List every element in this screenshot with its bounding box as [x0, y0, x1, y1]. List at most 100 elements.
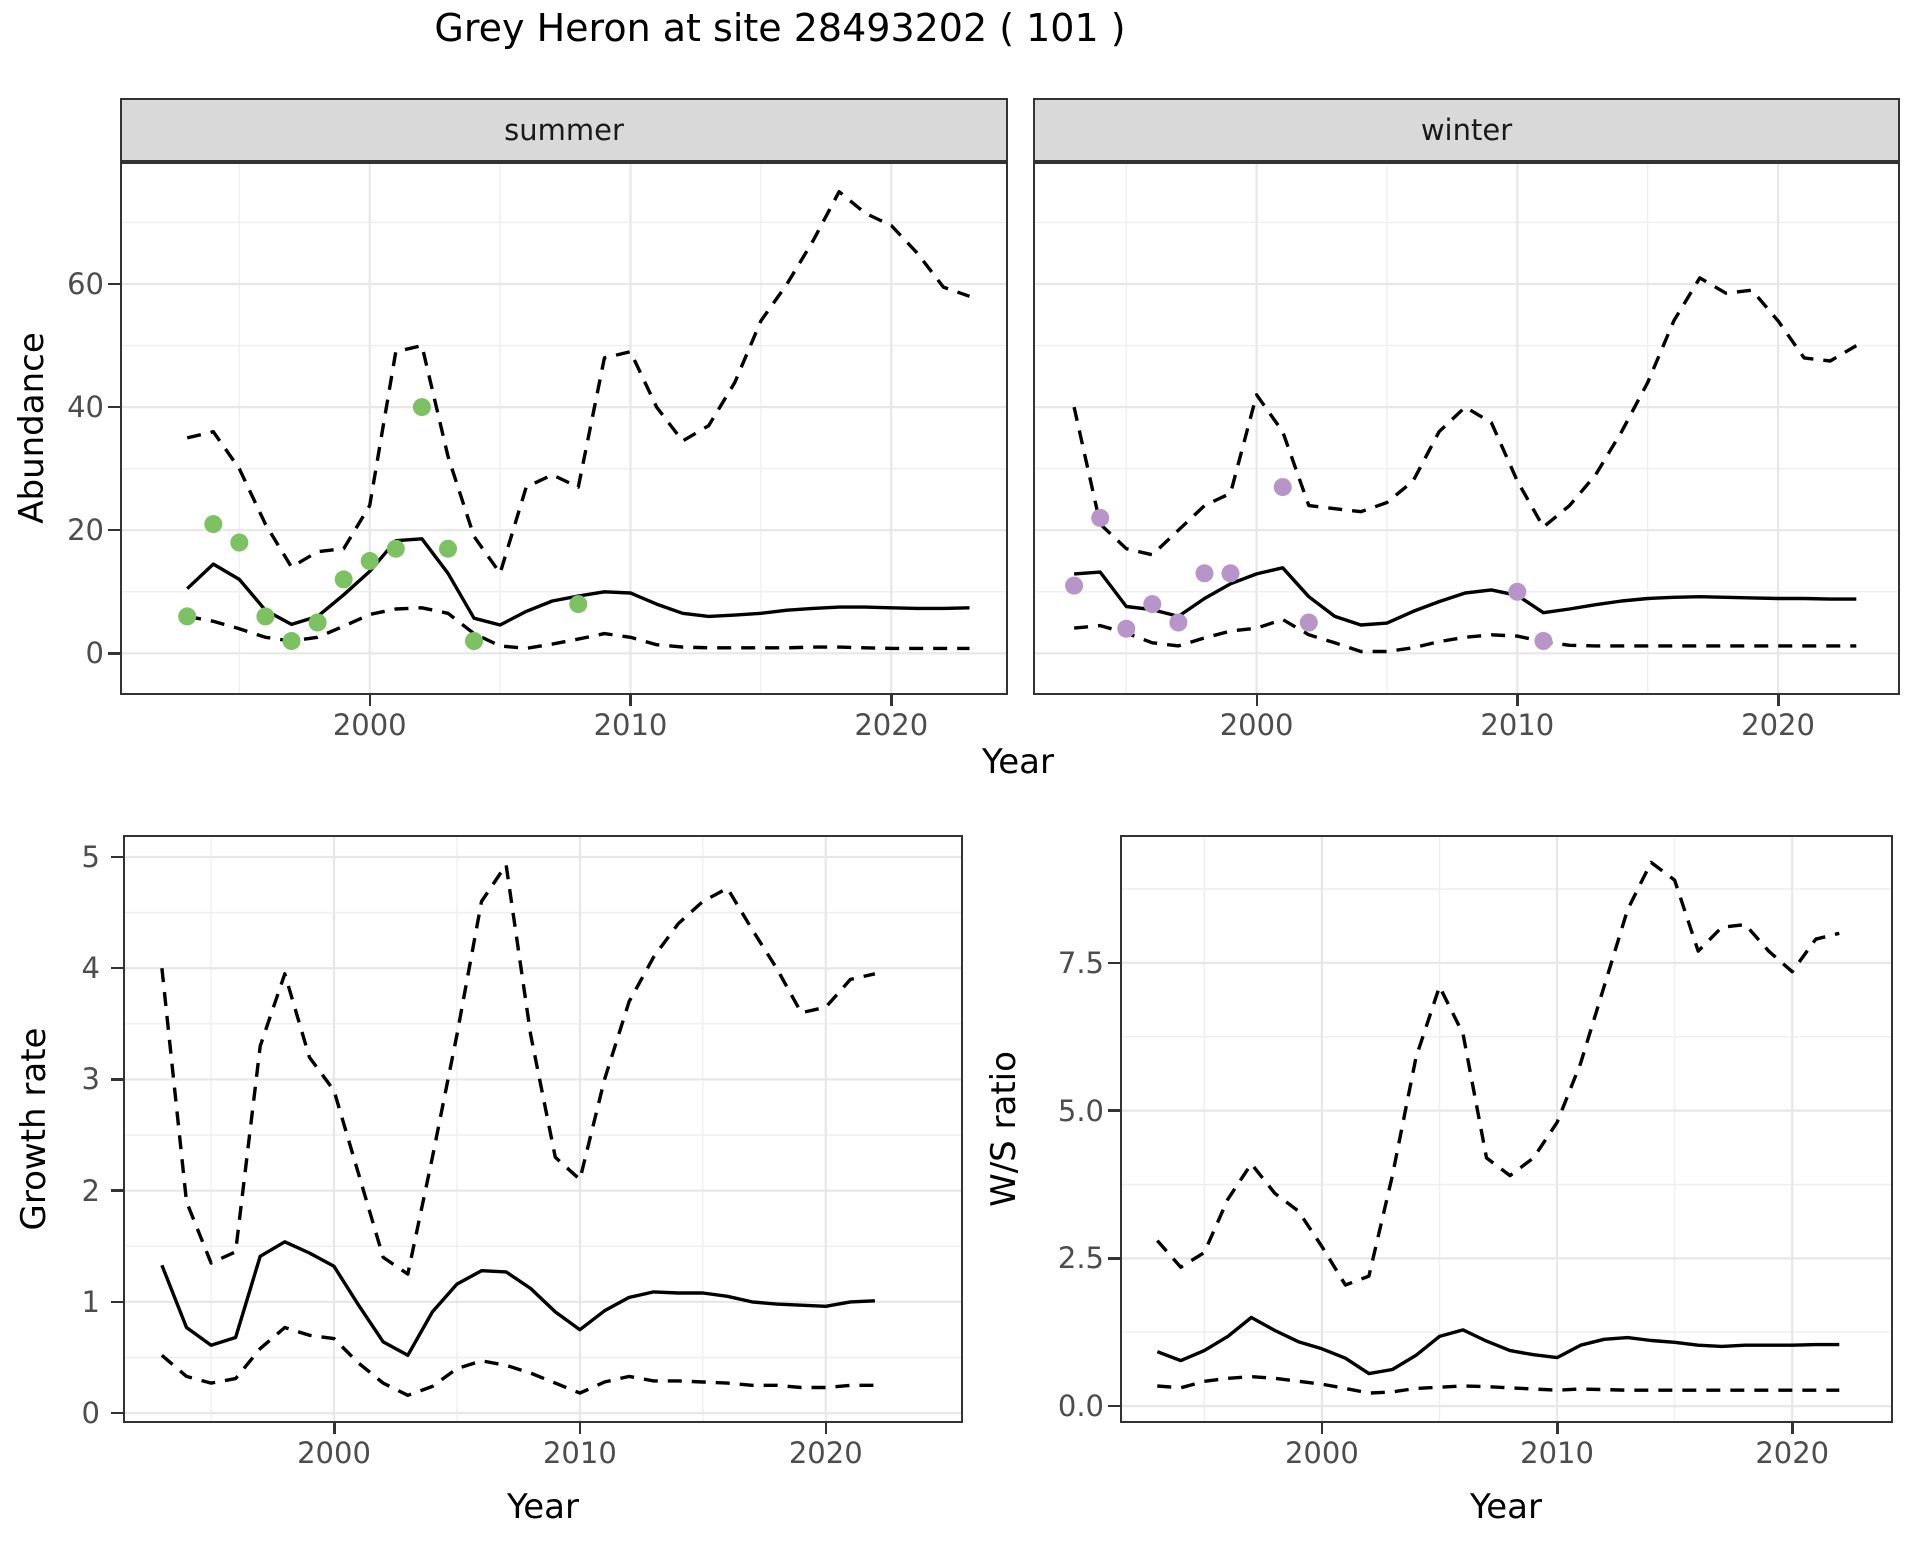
- facet-strip-winter: winter: [1033, 98, 1900, 162]
- series-upper_ci-winter: [1072, 276, 1858, 557]
- x-tick-label: 2000: [332, 708, 407, 742]
- panel-summer-abundance: [120, 162, 1008, 695]
- y-tick-label: 1: [81, 1284, 100, 1319]
- chart-title: Grey Heron at site 28493202 ( 101 ): [434, 6, 1126, 50]
- observation-point-winter: [1221, 564, 1240, 583]
- x-tick-mark: [1556, 1423, 1559, 1434]
- y-tick-label: 0: [81, 1396, 100, 1431]
- observation-point-summer: [412, 398, 431, 417]
- x-tick-mark: [368, 695, 372, 706]
- y-tick-mark: [111, 1078, 123, 1081]
- y-tick-label: 2.5: [1057, 1241, 1104, 1276]
- x-tick-label: 2020: [788, 1436, 863, 1470]
- y-tick-mark: [108, 405, 120, 409]
- observation-point-summer: [439, 539, 457, 558]
- x-tick-label: 2020: [1741, 708, 1815, 742]
- y-tick-label: 60: [67, 267, 104, 302]
- x-tick-label: 2010: [1520, 1436, 1594, 1470]
- x-tick-mark: [1791, 1423, 1794, 1434]
- x-tick-mark: [629, 695, 632, 706]
- series-upper_ci-growth: [160, 863, 876, 1276]
- y-tick-mark: [111, 1189, 123, 1192]
- plot-area-ws: [1122, 837, 1891, 1421]
- series-median-ws: [1156, 1315, 1840, 1376]
- series-lower_ci-ws: [1157, 1374, 1840, 1395]
- x-tick-mark: [1516, 695, 1519, 706]
- y-axis-title-growth-rate: Growth rate: [14, 1027, 54, 1231]
- observation-point-winter: [1299, 613, 1318, 632]
- y-tick-mark: [1108, 1257, 1120, 1260]
- series-upper_ci-summer: [186, 190, 971, 575]
- facet-strip-summer-label: summer: [504, 113, 624, 147]
- x-tick-label: 2000: [1219, 708, 1294, 742]
- y-tick-mark: [111, 1411, 123, 1415]
- y-axis-title-abundance: Abundance: [12, 332, 52, 524]
- x-tick-label: 2010: [1480, 708, 1555, 742]
- y-tick-label: 3: [81, 1062, 100, 1097]
- y-tick-label: 20: [67, 513, 104, 548]
- x-tick-mark: [578, 1423, 582, 1434]
- observation-point-winter: [1273, 478, 1292, 497]
- observation-point-summer: [360, 552, 379, 570]
- series-lower_ci-summer: [186, 606, 970, 651]
- y-tick-mark: [108, 282, 120, 286]
- x-tick-mark: [333, 1423, 336, 1434]
- facet-strip-winter-label: winter: [1420, 113, 1513, 147]
- y-tick-label: 5.0: [1057, 1093, 1104, 1128]
- y-tick-mark: [111, 855, 123, 859]
- y-tick-label: 0: [85, 636, 104, 671]
- observation-point-winter: [1195, 564, 1214, 583]
- observation-point-summer: [256, 607, 275, 626]
- observation-point-summer: [334, 570, 353, 589]
- y-tick-mark: [108, 528, 120, 532]
- observation-point-summer: [569, 595, 588, 614]
- observation-point-summer: [178, 607, 197, 626]
- x-tick-label: 2000: [297, 1436, 371, 1470]
- y-tick-mark: [111, 966, 123, 970]
- facet-strip-summer: summer: [120, 98, 1008, 162]
- x-tick-mark: [824, 1423, 828, 1434]
- plot-area-winter: [1035, 164, 1898, 693]
- observation-point-winter: [1534, 632, 1553, 650]
- y-tick-label: 0.0: [1057, 1389, 1104, 1424]
- observation-point-winter: [1508, 582, 1527, 601]
- series-median-winter: [1073, 566, 1857, 627]
- x-tick-mark: [890, 695, 893, 706]
- observation-point-winter: [1169, 613, 1188, 632]
- observation-point-winter: [1091, 508, 1110, 527]
- panel-ws-ratio: [1120, 835, 1893, 1423]
- y-tick-mark: [111, 1300, 123, 1304]
- x-tick-label: 2000: [1284, 1436, 1359, 1470]
- x-axis-title-year-growth: Year: [507, 1487, 579, 1527]
- series-lower_ci-growth: [160, 1325, 875, 1397]
- y-tick-mark: [108, 652, 120, 655]
- observation-point-winter: [1065, 576, 1084, 595]
- x-tick-mark: [1255, 695, 1259, 706]
- observation-point-summer: [308, 613, 327, 632]
- observation-point-summer: [282, 632, 301, 650]
- y-tick-label: 7.5: [1057, 945, 1104, 980]
- panel-winter-abundance: [1033, 162, 1900, 695]
- observation-point-winter: [1143, 595, 1162, 614]
- x-axis-title-year-top: Year: [982, 742, 1054, 782]
- observation-point-winter: [1117, 619, 1136, 638]
- series-upper_ci-ws: [1156, 860, 1840, 1287]
- x-tick-mark: [1777, 695, 1780, 706]
- panel-growth-rate: [123, 835, 963, 1423]
- x-tick-label: 2020: [854, 708, 929, 742]
- y-tick-mark: [1108, 1109, 1120, 1112]
- y-tick-mark: [1108, 961, 1120, 965]
- x-tick-mark: [1320, 1423, 1324, 1434]
- y-tick-mark: [1108, 1404, 1120, 1408]
- x-tick-label: 2010: [542, 1436, 617, 1470]
- plot-area-growth: [125, 837, 961, 1421]
- y-tick-label: 40: [67, 390, 104, 425]
- y-tick-label: 5: [81, 840, 100, 875]
- observation-point-summer: [230, 533, 249, 552]
- observation-point-summer: [386, 539, 405, 558]
- observation-point-summer: [465, 632, 483, 650]
- series-median-growth: [160, 1240, 875, 1357]
- y-axis-title-ws-ratio: W/S ratio: [984, 1051, 1024, 1207]
- x-axis-title-year-ws: Year: [1470, 1487, 1542, 1527]
